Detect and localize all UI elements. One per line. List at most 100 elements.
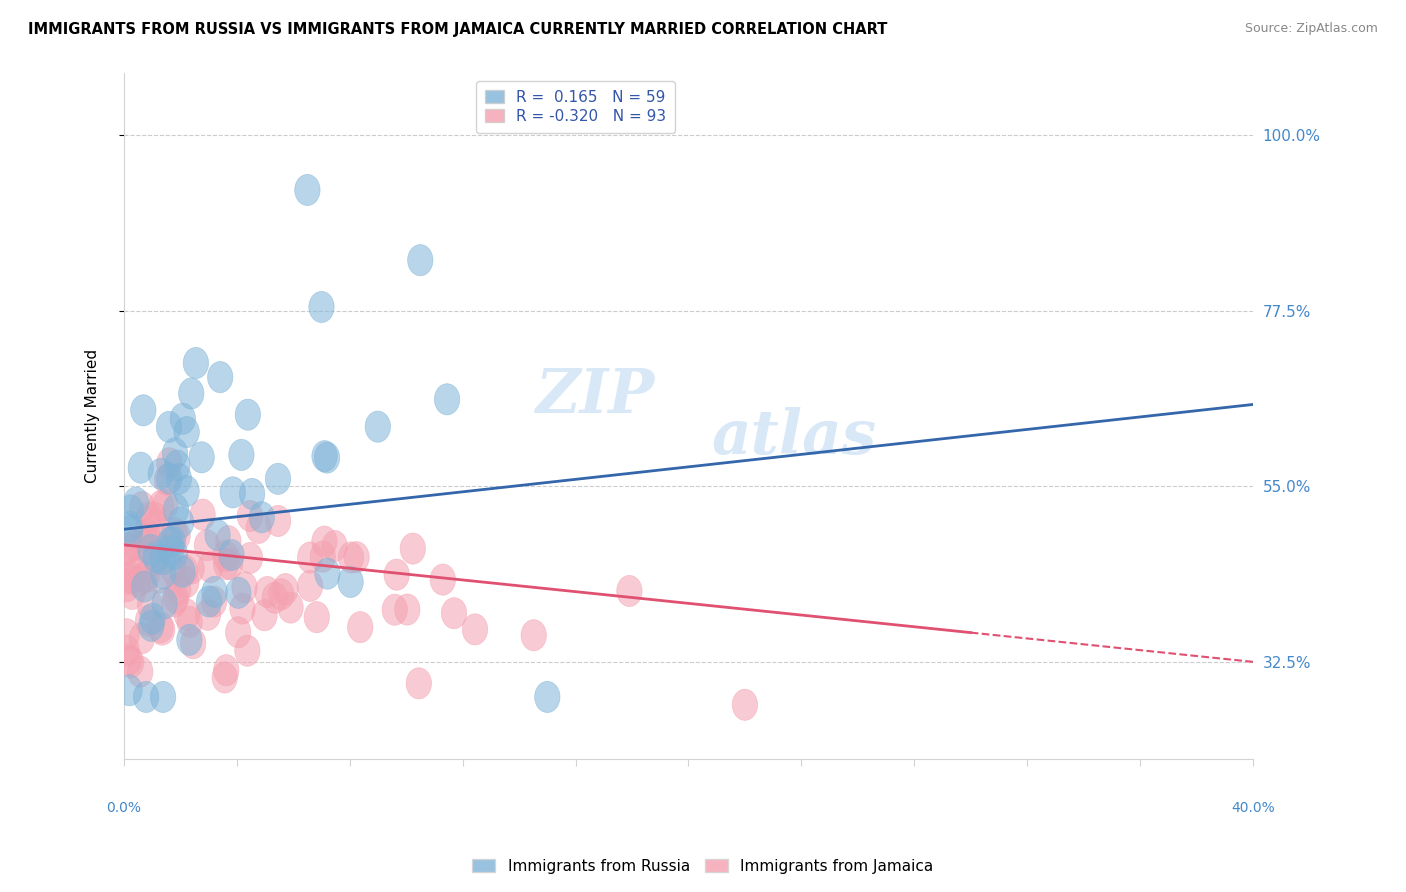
Ellipse shape [173,555,198,586]
Ellipse shape [225,577,252,608]
Ellipse shape [150,681,176,713]
Ellipse shape [135,605,160,636]
Ellipse shape [156,411,181,442]
Ellipse shape [135,518,160,549]
Ellipse shape [169,507,194,538]
Ellipse shape [138,590,163,621]
Ellipse shape [238,500,263,532]
Ellipse shape [122,530,148,561]
Ellipse shape [295,174,321,205]
Ellipse shape [115,564,141,595]
Ellipse shape [163,494,188,525]
Ellipse shape [315,558,340,590]
Ellipse shape [132,531,157,562]
Ellipse shape [617,575,643,607]
Ellipse shape [208,361,233,392]
Ellipse shape [163,582,188,614]
Ellipse shape [198,551,224,582]
Ellipse shape [148,612,173,643]
Ellipse shape [221,476,246,508]
Ellipse shape [149,614,174,645]
Ellipse shape [188,442,214,473]
Ellipse shape [150,558,176,590]
Ellipse shape [148,533,173,564]
Ellipse shape [114,635,139,666]
Ellipse shape [118,516,143,547]
Ellipse shape [136,502,162,533]
Ellipse shape [179,378,204,409]
Ellipse shape [205,519,231,550]
Ellipse shape [118,562,143,593]
Ellipse shape [229,593,254,624]
Text: 40.0%: 40.0% [1232,800,1275,814]
Ellipse shape [166,463,191,494]
Ellipse shape [344,541,370,573]
Ellipse shape [384,559,409,591]
Ellipse shape [128,657,153,688]
Ellipse shape [534,681,560,713]
Ellipse shape [152,588,177,619]
Ellipse shape [129,623,155,654]
Ellipse shape [118,647,143,678]
Ellipse shape [153,490,179,521]
Ellipse shape [174,599,200,630]
Ellipse shape [382,594,408,625]
Ellipse shape [180,628,205,659]
Ellipse shape [434,384,460,415]
Ellipse shape [212,541,238,572]
Ellipse shape [218,549,243,580]
Ellipse shape [117,644,142,675]
Ellipse shape [219,540,245,571]
Ellipse shape [266,463,291,494]
Y-axis label: Currently Married: Currently Married [86,349,100,483]
Ellipse shape [733,690,758,721]
Ellipse shape [143,510,169,541]
Ellipse shape [238,542,263,574]
Text: atlas: atlas [711,407,876,467]
Ellipse shape [254,576,280,607]
Ellipse shape [141,501,166,533]
Ellipse shape [197,586,222,617]
Ellipse shape [150,543,176,574]
Ellipse shape [235,635,260,666]
Ellipse shape [273,574,298,605]
Ellipse shape [128,452,153,483]
Ellipse shape [214,549,239,580]
Ellipse shape [114,619,139,650]
Ellipse shape [142,545,167,576]
Ellipse shape [118,495,143,526]
Ellipse shape [190,499,215,530]
Ellipse shape [401,533,426,565]
Ellipse shape [160,554,186,585]
Ellipse shape [366,411,391,442]
Ellipse shape [235,399,260,430]
Ellipse shape [174,475,200,507]
Ellipse shape [246,512,271,543]
Ellipse shape [266,506,291,537]
Ellipse shape [347,612,373,643]
Ellipse shape [312,441,337,472]
Ellipse shape [322,531,347,562]
Ellipse shape [312,526,337,558]
Ellipse shape [214,655,239,686]
Ellipse shape [252,599,277,631]
Ellipse shape [177,607,202,638]
Legend: R =  0.165   N = 59, R = -0.320   N = 93: R = 0.165 N = 59, R = -0.320 N = 93 [477,80,675,133]
Ellipse shape [132,571,157,602]
Ellipse shape [149,490,174,521]
Ellipse shape [159,535,184,566]
Ellipse shape [114,571,139,602]
Ellipse shape [162,586,187,617]
Ellipse shape [298,542,323,573]
Ellipse shape [162,517,187,549]
Ellipse shape [179,553,204,584]
Ellipse shape [115,533,141,564]
Ellipse shape [309,292,335,323]
Ellipse shape [139,610,165,641]
Ellipse shape [160,526,186,558]
Ellipse shape [304,601,329,632]
Ellipse shape [125,566,150,598]
Ellipse shape [430,564,456,595]
Ellipse shape [143,541,169,573]
Ellipse shape [115,545,141,576]
